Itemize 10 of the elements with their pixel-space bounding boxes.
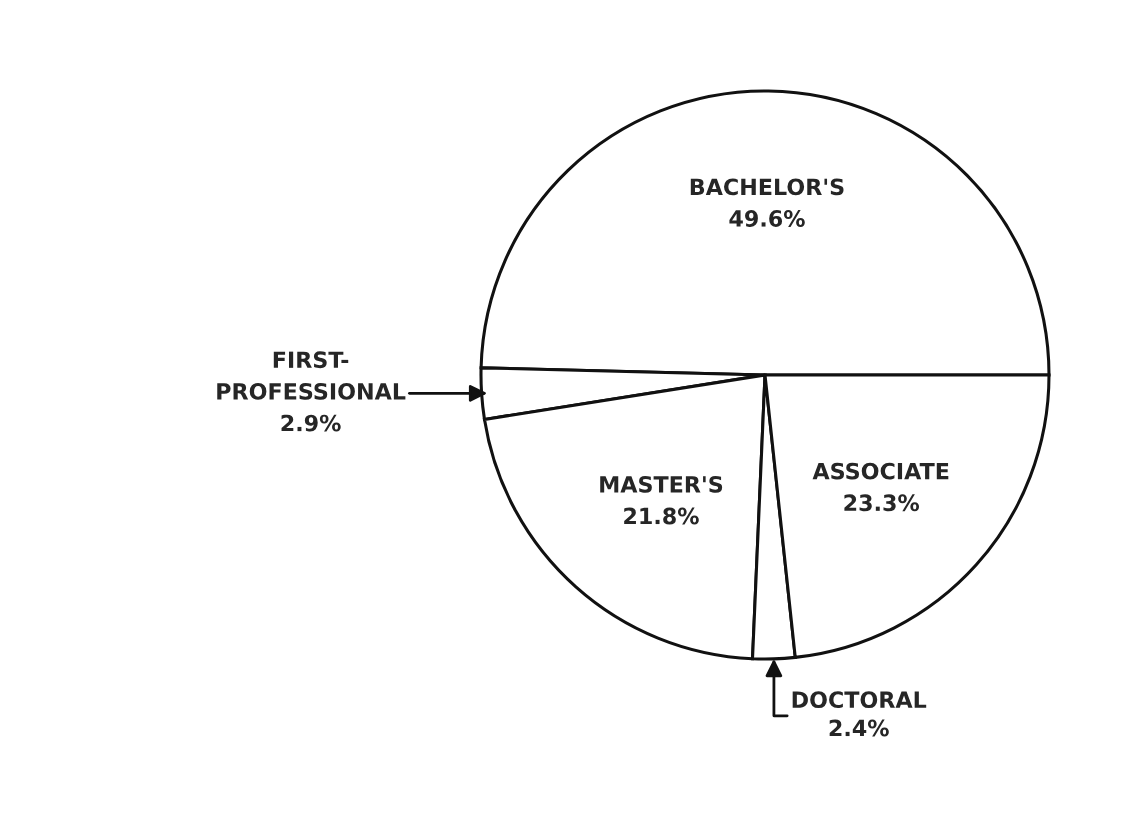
data-label: 21.8% — [624, 507, 699, 525]
slice-label: BACHELOR'S — [690, 178, 844, 196]
slice-label: FIRST- PROFESSIONAL — [217, 351, 406, 400]
legend-label: DOCTORAL — [792, 691, 927, 709]
slice-label: ASSOCIATE — [812, 462, 949, 480]
data-label: 2.9% — [281, 414, 341, 432]
data-label: 49.6% — [729, 210, 805, 227]
slice-label: MASTER'S — [600, 475, 723, 493]
data-label: 23.3% — [844, 494, 920, 512]
data-label: 2.4% — [829, 719, 889, 737]
